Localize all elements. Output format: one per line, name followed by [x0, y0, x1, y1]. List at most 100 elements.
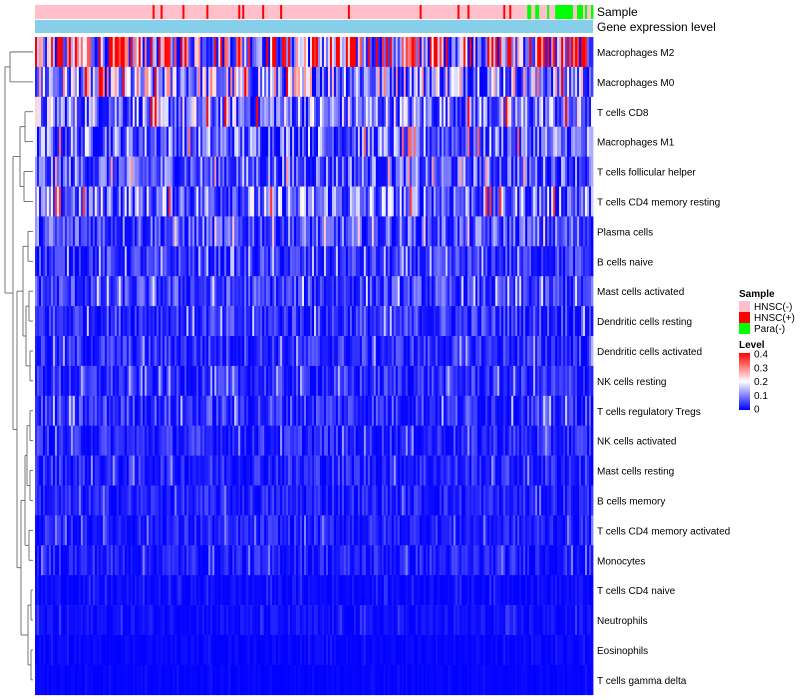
heatmap-cell — [122, 455, 126, 486]
heatmap-cell — [52, 37, 56, 68]
heatmap-cell — [449, 126, 452, 157]
heatmap-cell — [357, 37, 361, 68]
heatmap-cell — [387, 37, 391, 68]
heatmap-cell — [66, 276, 70, 307]
heatmap-cell — [331, 126, 335, 157]
heatmap-cell — [527, 276, 530, 307]
heatmap-cell — [407, 66, 411, 98]
heatmap-cell — [327, 395, 331, 426]
heatmap-cell — [429, 336, 432, 367]
heatmap-cell — [421, 37, 425, 68]
heatmap-cell — [329, 246, 333, 277]
heatmap-cell — [202, 365, 205, 397]
heatmap-cell — [317, 246, 321, 277]
heatmap-cell — [493, 66, 496, 98]
heatmap-cell — [266, 455, 269, 486]
heatmap-cell — [272, 96, 275, 127]
sample-cell — [204, 5, 207, 19]
heatmap-cell — [363, 37, 367, 68]
heatmap-cell — [160, 425, 163, 456]
heatmap-cell — [339, 395, 343, 426]
heatmap-cell — [377, 126, 381, 157]
heatmap-cell — [457, 276, 460, 307]
heatmap-cell — [264, 216, 267, 247]
heatmap-cell — [353, 246, 357, 277]
heatmap-cell — [565, 246, 568, 277]
heatmap-cell — [186, 66, 189, 98]
heatmap-cell — [290, 37, 293, 68]
heatmap-cell — [174, 37, 177, 68]
heatmap-cell — [284, 186, 287, 217]
sample-cell — [268, 5, 271, 19]
heatmap-cell — [84, 96, 88, 127]
heatmap-cell — [208, 455, 211, 486]
heatmap-cell — [36, 37, 40, 68]
heatmap-cell — [535, 276, 538, 307]
heatmap-cell — [383, 37, 387, 68]
heatmap-cell — [383, 485, 387, 516]
sample-cell — [339, 5, 343, 19]
heatmap-cell — [337, 66, 341, 98]
heatmap-cell — [321, 66, 325, 98]
heatmap-cell — [405, 306, 409, 337]
heatmap-cell — [393, 96, 397, 127]
heatmap-cell — [489, 37, 492, 68]
heatmap-cell — [521, 66, 524, 98]
heatmap-cell — [495, 216, 498, 247]
heatmap-cell — [158, 515, 161, 546]
heatmap-cell — [519, 395, 522, 426]
heatmap-cell — [62, 216, 66, 247]
heatmap-cell — [132, 186, 136, 217]
heatmap-cell — [166, 425, 169, 456]
heatmap-cell — [90, 186, 94, 217]
heatmap-cell — [154, 515, 157, 546]
heatmap-cell — [44, 276, 48, 307]
heatmap-cell — [497, 37, 500, 68]
heatmap-cell — [114, 306, 118, 337]
heatmap-cell — [280, 37, 283, 68]
heatmap-cell — [323, 66, 327, 98]
heatmap-cell — [268, 37, 271, 68]
heatmap-cell — [589, 246, 592, 277]
heatmap-cell — [319, 126, 323, 157]
heatmap-cell — [258, 365, 261, 397]
heatmap-row — [35, 425, 594, 456]
heatmap-cell — [35, 37, 38, 68]
heatmap-cell — [280, 66, 283, 98]
heatmap-cell — [485, 216, 488, 247]
heatmap-cell — [236, 156, 239, 187]
heatmap-cell — [485, 66, 488, 98]
heatmap-cell — [325, 37, 329, 68]
heatmap-cell — [347, 336, 351, 367]
heatmap-cell — [124, 276, 128, 307]
heatmap-cell — [224, 186, 227, 217]
heatmap-cell — [292, 186, 295, 217]
heatmap-cell — [84, 186, 88, 217]
sample-cell — [573, 5, 576, 19]
heatmap-cell — [146, 216, 149, 247]
heatmap-cell — [208, 37, 211, 68]
heatmap-cell — [206, 395, 209, 426]
heatmap-cell — [234, 485, 237, 516]
heatmap-cell — [385, 37, 389, 68]
heatmap-cell — [519, 37, 522, 68]
heatmap-cell — [260, 425, 263, 456]
heatmap-cell — [463, 37, 466, 68]
sample-cell — [347, 5, 351, 19]
heatmap-cell — [226, 66, 229, 98]
heatmap-cell — [423, 276, 426, 307]
heatmap-cell — [589, 365, 592, 397]
heatmap-cell — [100, 365, 104, 397]
heatmap-cell — [68, 455, 72, 486]
heatmap-cell — [405, 455, 409, 486]
heatmap-cell — [551, 186, 554, 217]
heatmap-cell — [329, 186, 333, 217]
heatmap-cell — [248, 186, 251, 217]
heatmap-cell — [64, 126, 68, 157]
heatmap-cell — [190, 365, 193, 397]
heatmap-cell — [216, 455, 219, 486]
heatmap-cell — [327, 515, 331, 546]
heatmap-cell — [270, 395, 273, 426]
heatmap-cell — [405, 276, 409, 307]
sample-cell — [142, 5, 146, 19]
